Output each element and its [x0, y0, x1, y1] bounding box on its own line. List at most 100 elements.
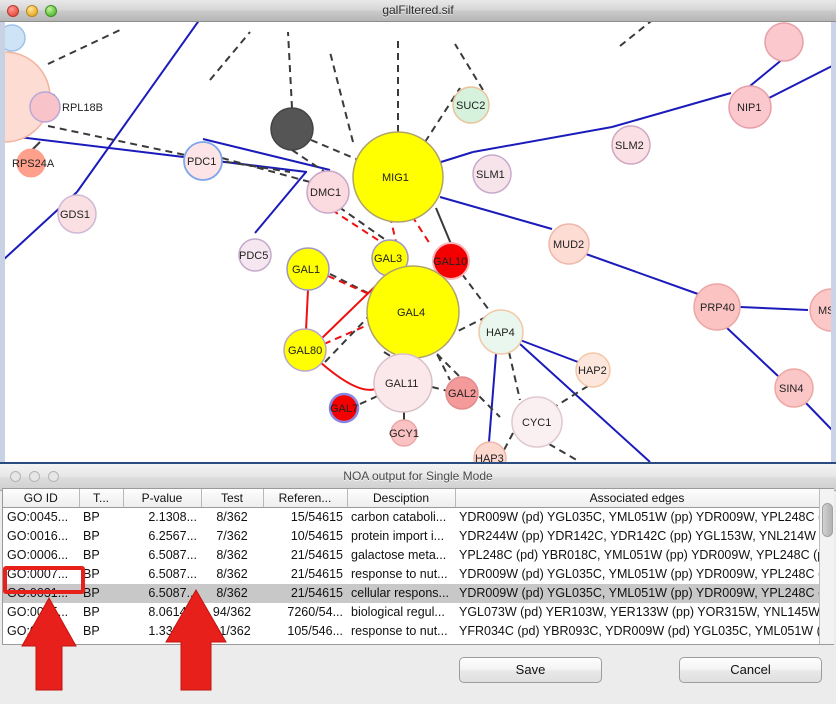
cell-type: BP — [83, 567, 100, 581]
network-node[interactable] — [270, 107, 314, 151]
cell-test: 8/362 — [216, 567, 248, 581]
minimize-button[interactable] — [29, 471, 40, 482]
cell-test: 94/362 — [212, 605, 252, 619]
network-node[interactable] — [511, 396, 563, 448]
network-node[interactable] — [774, 368, 814, 408]
table-row[interactable]: GO:0031... BP 1.3324... 11/362 105/546..… — [3, 641, 819, 644]
table-row-selected[interactable]: GO:0031... BP 6.5087... 8/362 21/54615 c… — [3, 584, 819, 603]
node-layer[interactable]: RPL18B RPS24A GDS1 PDC1 PDC5 DMC1 MIG1 S… — [0, 22, 836, 462]
network-canvas[interactable]: .ppi{stroke:#1b1bbb;stroke-width:2;fill:… — [0, 22, 836, 462]
table-row[interactable]: GO:0045... BP 2.1308... 8/362 15/54615 c… — [3, 508, 819, 528]
table-header-row: GO ID T... P-value Test Referen... Desci… — [3, 489, 820, 508]
cell-type: BP — [79, 584, 123, 603]
column-header-test[interactable]: Test — [201, 489, 264, 508]
zoom-button[interactable] — [48, 471, 59, 482]
network-node[interactable] — [283, 328, 327, 372]
network-node[interactable] — [764, 22, 804, 62]
minimize-button[interactable] — [26, 5, 38, 17]
cell-reference: 21/54615 — [290, 567, 343, 581]
table-row[interactable]: GO:0006... BP 6.5087... 8/362 21/54615 g… — [3, 546, 819, 565]
network-graph[interactable]: .ppi{stroke:#1b1bbb;stroke-width:2;fill:… — [0, 22, 836, 462]
table-row[interactable]: GO:0031... BP 1.3324... 11/362 105/546..… — [3, 622, 819, 641]
zoom-button[interactable] — [45, 5, 57, 17]
network-node[interactable] — [473, 441, 507, 462]
cell-associated-edges: YFR034C (pd) YBR093C, YDR009W (pd) YGL03… — [455, 641, 819, 644]
canvas-left-border — [0, 22, 5, 462]
node-label: SUC2 — [456, 100, 485, 112]
network-node[interactable] — [0, 24, 26, 52]
column-header-go-id[interactable]: GO ID — [3, 489, 80, 508]
network-node[interactable] — [238, 238, 272, 272]
node-label: PDC1 — [187, 156, 216, 168]
cell-reference: 21/54615 — [290, 548, 343, 562]
column-header-reference[interactable]: Referen... — [263, 489, 348, 508]
node-label: GDS1 — [60, 209, 90, 221]
network-node[interactable] — [16, 148, 46, 178]
column-header-description[interactable]: Desciption — [347, 489, 456, 508]
cancel-button[interactable]: Cancel — [679, 657, 822, 683]
node-label: MIG1 — [382, 172, 409, 184]
network-node[interactable] — [452, 86, 490, 124]
window-title: galFiltered.sif — [382, 3, 454, 17]
network-node[interactable] — [306, 170, 350, 214]
network-node[interactable] — [445, 376, 479, 410]
table-row[interactable]: GO:0016... BP 6.2567... 7/362 10/54615 p… — [3, 527, 819, 546]
network-node[interactable] — [575, 352, 611, 388]
network-node[interactable] — [432, 242, 470, 280]
node-label: GAL3 — [374, 253, 402, 265]
cell-test: 11/362 — [201, 641, 263, 644]
network-node[interactable] — [286, 247, 330, 291]
results-table[interactable]: GO ID T... P-value Test Referen... Desci… — [2, 488, 834, 645]
cell-go-id: GO:0007... — [7, 567, 69, 581]
table-vertical-scrollbar[interactable] — [819, 489, 834, 644]
scrollbar-thumb[interactable] — [822, 503, 833, 537]
network-node[interactable] — [728, 85, 772, 129]
network-node[interactable] — [373, 353, 433, 413]
cell-go-id: GO:0031... — [7, 624, 69, 638]
table-row[interactable]: GO:0007... BP 6.5087... 8/362 21/54615 r… — [3, 565, 819, 584]
cell-test: 8/362 — [216, 548, 248, 562]
network-node[interactable] — [472, 154, 512, 194]
cell-go-id: GO:0016... — [7, 529, 69, 543]
network-node[interactable] — [548, 223, 590, 265]
network-node[interactable] — [693, 283, 741, 331]
network-node[interactable] — [183, 141, 223, 181]
column-header-associated-edges[interactable]: Associated edges — [455, 489, 820, 508]
cell-go-id: GO:0065... — [7, 605, 69, 619]
cell-description: cellular respons... — [347, 584, 455, 603]
network-node[interactable] — [29, 91, 61, 123]
dialog-window-controls[interactable] — [10, 471, 59, 482]
cell-p-value: 2.1308... — [148, 510, 197, 524]
cell-reference: 10/54615 — [290, 529, 343, 543]
cell-associated-edges: YDR009W (pd) YGL035C, YML051W (pp) YDR00… — [455, 584, 819, 603]
cell-type: BP — [83, 548, 100, 562]
column-header-type[interactable]: T... — [79, 489, 124, 508]
node-label: RPL18B — [62, 102, 103, 114]
node-label: PDC5 — [239, 250, 268, 262]
column-header-p-value[interactable]: P-value — [123, 489, 202, 508]
node-label: GAL10 — [433, 256, 467, 268]
network-node[interactable] — [478, 309, 524, 355]
cell-p-value: 6.5087... — [148, 548, 197, 562]
cell-go-id: GO:0006... — [7, 548, 69, 562]
cell-reference: 15/54615 — [290, 510, 343, 524]
close-button[interactable] — [10, 471, 21, 482]
network-node[interactable] — [390, 419, 418, 447]
node-label: HAP3 — [475, 453, 504, 462]
save-button[interactable]: Save — [459, 657, 602, 683]
cell-p-value: 6.5087... — [148, 567, 197, 581]
cell-description: protein import i... — [351, 529, 445, 543]
node-label: GAL1 — [292, 264, 320, 276]
network-node[interactable] — [57, 194, 97, 234]
node-label: SLM2 — [615, 140, 644, 152]
cell-associated-edges: YGL073W (pd) YER103W, YER133W (pp) YOR31… — [459, 605, 819, 619]
cell-description: galactose meta... — [351, 548, 447, 562]
network-node[interactable] — [352, 131, 444, 223]
network-node[interactable] — [328, 392, 360, 424]
close-button[interactable] — [7, 5, 19, 17]
network-node[interactable] — [611, 125, 651, 165]
node-label: HAP2 — [578, 365, 607, 377]
table-row[interactable]: GO:0065... BP 8.0614... 94/362 7260/54..… — [3, 603, 819, 622]
window-controls[interactable] — [7, 5, 57, 17]
node-label: NIP1 — [737, 102, 761, 114]
